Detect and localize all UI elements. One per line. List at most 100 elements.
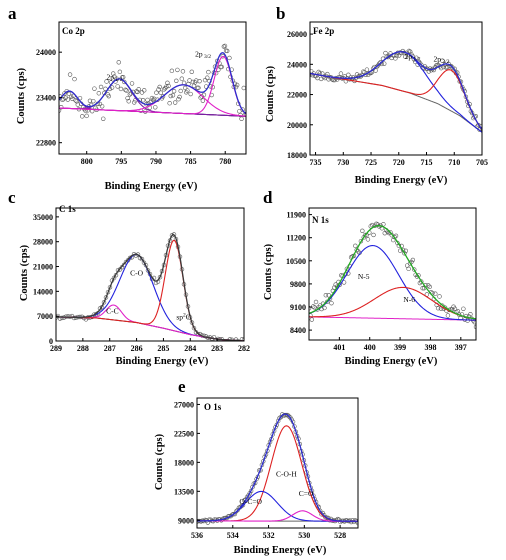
raw-data-point [200, 98, 206, 103]
y-tick-label: 8400 [290, 326, 306, 335]
x-tick-label: 715 [421, 158, 433, 167]
fit-component-3 [197, 510, 358, 522]
raw-data-point [329, 300, 334, 306]
x-tick-label: 286 [131, 344, 143, 353]
raw-data-point [396, 53, 402, 58]
raw-data-point [72, 76, 77, 82]
y-axis-title-d: Counts (cps) [263, 243, 274, 300]
x-axis-title-b: Binding Energy (eV) [355, 175, 448, 186]
raw-data-point [177, 94, 182, 100]
raw-data-point [171, 88, 177, 94]
raw-data-point [172, 100, 178, 105]
raw-data-point [73, 98, 78, 103]
raw-data-point [84, 113, 89, 119]
y-tick-label: 18000 [287, 151, 307, 160]
panel-title-e: O 1s [204, 402, 222, 412]
panel-a-co2p: a Co 2p Binding Energy (eV) Counts (cps)… [8, 4, 247, 192]
raw-data-point [127, 92, 133, 97]
raw-data-point [373, 68, 378, 73]
x-tick-label: 287 [104, 344, 116, 353]
raw-data-point [109, 85, 115, 90]
raw-data-point [101, 116, 106, 121]
raw-data-point [429, 68, 434, 73]
fit-component-1 [309, 245, 476, 321]
raw-data-point [136, 87, 141, 92]
y-tick-label: 20000 [287, 121, 307, 130]
raw-data-point [368, 224, 373, 229]
raw-data-point [165, 80, 170, 86]
y-tick-label: 24000 [287, 60, 307, 69]
x-tick-label: 725 [365, 158, 377, 167]
raw-data-point [403, 248, 409, 254]
raw-data-point [394, 53, 399, 58]
x-tick-label: 400 [364, 343, 376, 352]
raw-data-point [468, 312, 473, 317]
y-axis-title-e: Counts (cps) [154, 433, 165, 490]
y-tick-label: 23400 [36, 93, 56, 102]
x-axis-title-c: Binding Energy (eV) [116, 356, 209, 367]
raw-data-point [221, 44, 227, 49]
y-tick-label: 26000 [287, 30, 307, 39]
peak-annotation: O-C=O [239, 497, 262, 506]
raw-data-point [309, 317, 315, 322]
raw-data-point [135, 89, 140, 95]
y-tick-label: 22000 [287, 91, 307, 100]
raw-data-point [125, 95, 130, 101]
raw-data-point [247, 491, 252, 496]
raw-data-point [392, 234, 397, 240]
raw-data-point [393, 233, 399, 239]
plot-frame [55, 207, 245, 342]
x-tick-label: 288 [77, 344, 89, 353]
raw-data-point [202, 77, 208, 83]
raw-data-point [185, 88, 190, 93]
raw-data-point [312, 305, 317, 310]
raw-data-point [59, 108, 62, 113]
raw-data-point [180, 69, 186, 74]
raw-data-point [87, 98, 93, 104]
y-tick-label: 7000 [37, 312, 53, 321]
raw-data-point [420, 286, 425, 291]
x-axis-title-e: Binding Energy (eV) [234, 545, 327, 556]
x-tick-label: 283 [211, 344, 223, 353]
peak-annotation: sp2C [176, 313, 190, 322]
raw-data-point [234, 82, 240, 88]
raw-data-point [80, 114, 85, 119]
x-tick-label: 730 [337, 158, 349, 167]
raw-data-point [231, 511, 236, 517]
panel-title-a: Co 2p [62, 26, 85, 36]
raw-data-point [318, 76, 324, 82]
y-tick-label: 28000 [33, 238, 53, 247]
raw-data-point [233, 337, 239, 341]
raw-data-point [198, 95, 203, 100]
peak-annotation: C-C [106, 306, 119, 315]
raw-data-point [240, 107, 245, 112]
fit-component-1 [310, 51, 482, 133]
panel-d-n1s: d N 1s Binding Energy (eV) Counts (cps) … [263, 188, 477, 367]
raw-data-point [194, 78, 199, 83]
fit-envelope [309, 225, 476, 320]
raw-data-point [338, 519, 343, 525]
panel-letter-c: c [8, 188, 16, 207]
peak-annotation: C-O [130, 268, 144, 277]
fit-component-4 [59, 55, 246, 115]
raw-data-point [140, 97, 146, 103]
x-axis-title-d: Binding Energy (eV) [345, 356, 438, 367]
raw-data-point [246, 493, 251, 498]
raw-data-point [98, 84, 104, 90]
y-axis-title-a: Counts (cps) [16, 67, 27, 124]
y-tick-label: 10500 [286, 257, 306, 266]
raw-data-point [176, 96, 181, 102]
raw-data-point [354, 247, 359, 253]
raw-data-point [196, 85, 201, 91]
raw-data-point [465, 318, 470, 323]
peak-annotation: 2p 3/2 [434, 54, 450, 65]
peak-annotation: N-6 [403, 295, 415, 304]
raw-data-point [101, 300, 107, 305]
y-tick-label: 9100 [290, 303, 306, 312]
fit-component-2 [59, 78, 246, 117]
raw-data-point [393, 56, 398, 61]
panel-letter-a: a [8, 4, 17, 23]
x-tick-label: 397 [455, 343, 467, 352]
raw-data-point [285, 412, 290, 418]
